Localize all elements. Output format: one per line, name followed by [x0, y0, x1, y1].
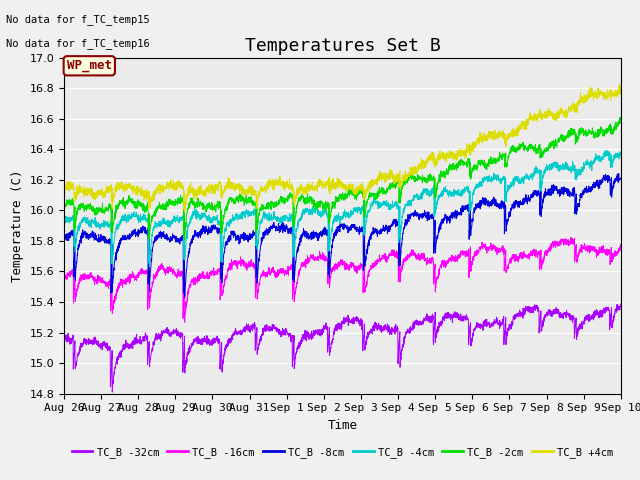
Text: No data for f_TC_temp15: No data for f_TC_temp15: [6, 14, 150, 25]
Text: No data for f_TC_temp16: No data for f_TC_temp16: [6, 38, 150, 49]
Y-axis label: Temperature (C): Temperature (C): [11, 169, 24, 282]
Legend: TC_B -32cm, TC_B -16cm, TC_B -8cm, TC_B -4cm, TC_B -2cm, TC_B +4cm: TC_B -32cm, TC_B -16cm, TC_B -8cm, TC_B …: [67, 443, 618, 462]
Text: WP_met: WP_met: [67, 60, 112, 72]
X-axis label: Time: Time: [328, 419, 357, 432]
Title: Temperatures Set B: Temperatures Set B: [244, 36, 440, 55]
